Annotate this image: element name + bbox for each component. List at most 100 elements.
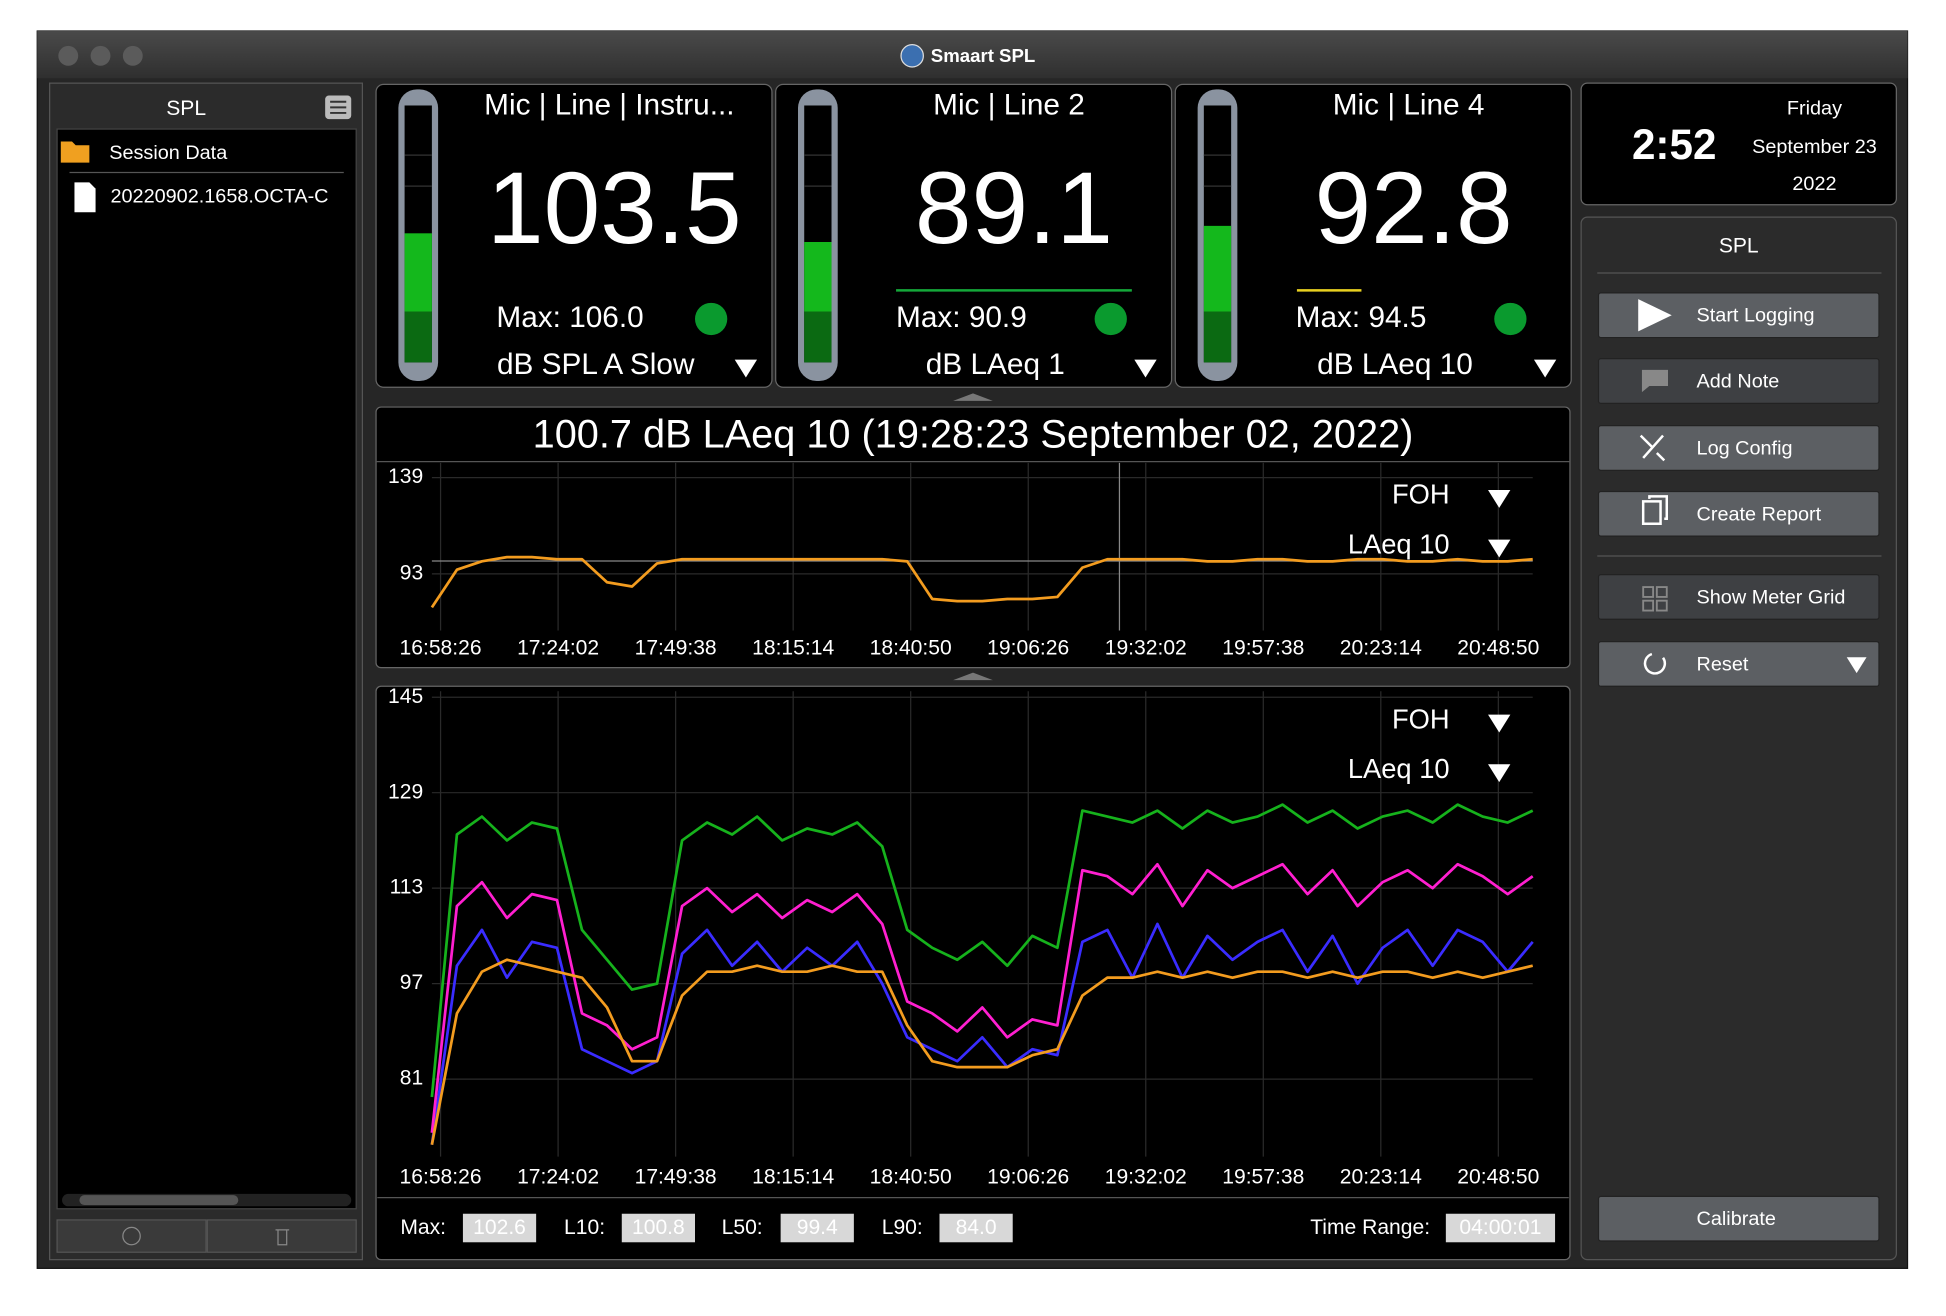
status-led xyxy=(1094,302,1127,336)
meter-measure[interactable]: dB LAeq 10 xyxy=(1317,348,1473,381)
x-tick-label: 17:49:38 xyxy=(635,1165,717,1188)
x-tick-label: 18:15:14 xyxy=(752,1165,834,1188)
menu-icon xyxy=(330,100,347,114)
zoom-button[interactable] xyxy=(122,45,143,66)
sidebar-title: SPL xyxy=(166,97,206,120)
button-icon xyxy=(1641,369,1668,393)
dropdown-arrow[interactable] xyxy=(1846,657,1867,674)
minimize-button[interactable] xyxy=(90,45,111,66)
panel-button[interactable] xyxy=(1597,292,1880,339)
x-tick-label: 19:32:02 xyxy=(1105,1165,1187,1188)
y-tick-label: 139 xyxy=(388,465,423,488)
y-tick-label: 81 xyxy=(400,1067,423,1090)
stat-label: L50: xyxy=(722,1216,763,1239)
level-bar xyxy=(404,233,432,312)
button-icon xyxy=(1638,299,1672,332)
list-item[interactable]: 20220902.1658.OCTA-C xyxy=(110,186,328,208)
status-led xyxy=(1494,302,1527,336)
dropdown-arrow[interactable] xyxy=(1488,489,1511,508)
delete-button[interactable] xyxy=(206,1219,357,1253)
button-label: Create Report xyxy=(1697,503,1822,525)
panel-button[interactable] xyxy=(1597,425,1880,471)
button-list: Start Logging Add Note Log Config Create Re… xyxy=(1597,292,1880,1242)
stat-value: 99.4 xyxy=(797,1216,838,1239)
y-tick-label: 93 xyxy=(400,561,423,584)
chart-box xyxy=(375,685,1571,1261)
meter-max: Max: 94.5 xyxy=(1296,301,1427,334)
chart-selector[interactable]: FOH xyxy=(1392,703,1450,734)
splitter-handle[interactable] xyxy=(953,672,993,681)
meter-label[interactable]: Mic | Line 4 xyxy=(1333,89,1485,122)
button-icon xyxy=(1641,495,1668,525)
x-tick-label: 20:48:50 xyxy=(1457,637,1539,660)
charts: 100.7 dB LAeq 10 (19:28:23 September 02,… xyxy=(375,406,1571,1261)
stat-box xyxy=(1445,1213,1556,1243)
window-title: Smaart SPL xyxy=(931,45,1035,66)
meter-box xyxy=(1174,83,1572,388)
level-floor xyxy=(404,311,432,363)
file-icon xyxy=(74,182,96,213)
stat-box xyxy=(780,1213,854,1243)
series-line xyxy=(430,555,1533,609)
button-label: Log Config xyxy=(1697,438,1793,460)
y-tick-label: 129 xyxy=(388,780,423,803)
x-tick-label: 19:06:26 xyxy=(987,1165,1069,1188)
stat-label: L10: xyxy=(564,1216,605,1239)
dropdown-arrow[interactable] xyxy=(1134,359,1157,378)
close-button[interactable] xyxy=(58,45,79,66)
stat-label: Time Range: xyxy=(1310,1216,1430,1239)
panel-button[interactable] xyxy=(1597,573,1880,620)
meter-label[interactable]: Mic | Line | Instru... xyxy=(484,89,734,122)
scroll-thumb[interactable] xyxy=(79,1195,239,1206)
meter-label[interactable]: Mic | Line 2 xyxy=(933,89,1085,122)
stat-label: Max: xyxy=(400,1216,446,1239)
list-item[interactable]: Session Data xyxy=(109,142,228,164)
info-button[interactable] xyxy=(56,1219,207,1253)
dropdown-arrow[interactable] xyxy=(1488,539,1511,558)
panel-button[interactable] xyxy=(1597,490,1880,537)
x-tick-label: 19:57:38 xyxy=(1222,637,1304,660)
meter-measure[interactable]: dB SPL A Slow xyxy=(497,348,695,381)
level-floor xyxy=(804,311,832,363)
meter-value: 103.5 xyxy=(487,151,742,265)
x-tick-label: 18:40:50 xyxy=(870,637,952,660)
panel-button[interactable] xyxy=(1597,1195,1880,1242)
y-tick-label: 113 xyxy=(390,876,424,899)
button-label: Show Meter Grid xyxy=(1697,586,1846,608)
series-line xyxy=(430,803,1534,1098)
chart-selector[interactable]: LAeq 10 xyxy=(1348,528,1450,559)
x-tick-label: 17:24:02 xyxy=(517,1165,599,1188)
folder-icon xyxy=(60,141,90,163)
clock-box xyxy=(1580,82,1897,206)
stat-box xyxy=(621,1213,695,1243)
chart-selector[interactable]: FOH xyxy=(1392,479,1450,510)
x-tick-label: 20:48:50 xyxy=(1457,1165,1539,1188)
button-icon xyxy=(1643,652,1667,675)
control-panel xyxy=(1580,216,1897,1261)
panel-button[interactable] xyxy=(1597,640,1880,687)
button-icon xyxy=(1639,434,1666,462)
meter-measure[interactable]: dB LAeq 1 xyxy=(926,348,1065,381)
info-icon xyxy=(122,1226,141,1246)
series-line xyxy=(430,862,1534,1133)
meter-box xyxy=(375,83,773,388)
dropdown-arrow[interactable] xyxy=(1533,359,1557,378)
meter-max: Max: 90.9 xyxy=(896,301,1027,334)
stat-label: L90: xyxy=(882,1216,923,1239)
chart-selector[interactable]: LAeq 10 xyxy=(1348,753,1450,784)
splitter-handle[interactable] xyxy=(953,393,993,401)
x-tick-label: 19:32:02 xyxy=(1105,637,1187,660)
y-tick-label: 97 xyxy=(400,971,423,994)
x-tick-label: 16:58:26 xyxy=(400,637,482,660)
panel-button[interactable] xyxy=(1597,358,1880,404)
dropdown-arrow[interactable] xyxy=(1488,714,1511,733)
stat-value: 04:00:01 xyxy=(1459,1216,1541,1239)
stats-row: Max: 102.6 L10: 100.8 L50: 99.4 L90: 84.0 Time R… xyxy=(400,1213,1556,1243)
x-tick-label: 18:40:50 xyxy=(870,1165,952,1188)
dropdown-arrow[interactable] xyxy=(1488,764,1511,783)
x-tick-label: 20:23:14 xyxy=(1340,1165,1422,1188)
dropdown-arrow[interactable] xyxy=(734,359,758,378)
file-list xyxy=(56,128,357,1210)
